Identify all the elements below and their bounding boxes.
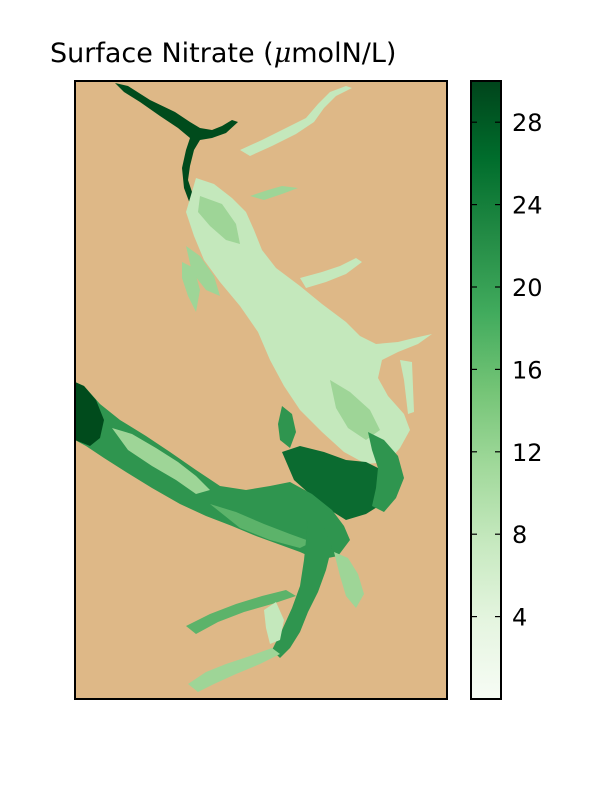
puget-sound-branch-west <box>186 590 296 634</box>
colorbar-tick-label: 20 <box>512 274 543 302</box>
juan-de-fuca-strait <box>75 382 350 560</box>
colorbar-tick-label: 8 <box>512 521 527 549</box>
title-suffix: molN/L) <box>291 38 397 69</box>
water-bodies <box>75 83 432 692</box>
strait-patch-light <box>198 196 240 244</box>
haro-strait <box>368 432 404 512</box>
colorbar-tick-label: 28 <box>512 109 543 137</box>
inlet-southeast <box>400 360 414 414</box>
gulf-islands-region <box>282 446 390 520</box>
land-area <box>75 81 447 699</box>
colorbar-frame <box>470 80 502 700</box>
strait-main <box>186 178 432 464</box>
strait-patch-mid <box>186 246 220 296</box>
inlet-north-islands <box>278 406 296 448</box>
colorbar-gradient <box>471 81 501 699</box>
north-inlet <box>240 86 352 156</box>
colorbar-tick-label: 16 <box>512 356 543 384</box>
puget-sound-branch-south <box>188 648 280 692</box>
colorbar-tick-label: 4 <box>512 604 527 632</box>
puget-sound-east-inlets <box>334 552 364 608</box>
title-mu-symbol: μ <box>273 38 292 69</box>
juan-de-fuca-light-band <box>112 428 210 494</box>
juan-de-fuca-west-dark <box>75 382 104 446</box>
inlet-northeast <box>250 186 298 200</box>
hood-canal <box>264 602 284 644</box>
colorbar-tick-label: 24 <box>512 192 543 220</box>
title-prefix: Surface Nitrate ( <box>50 38 274 69</box>
strait-patch-east <box>330 380 380 440</box>
map-frame <box>74 80 448 700</box>
puget-sound-main <box>272 520 332 658</box>
colorbar-tick-label: 12 <box>512 439 543 467</box>
juan-de-fuca-mid-band <box>210 504 312 548</box>
inlet-east <box>300 258 362 288</box>
colorbar-ticks: 4 8 12 16 20 24 28 <box>471 109 543 632</box>
inlet-west <box>182 262 200 312</box>
map-title: Surface Nitrate (μmolN/L) <box>50 38 396 69</box>
